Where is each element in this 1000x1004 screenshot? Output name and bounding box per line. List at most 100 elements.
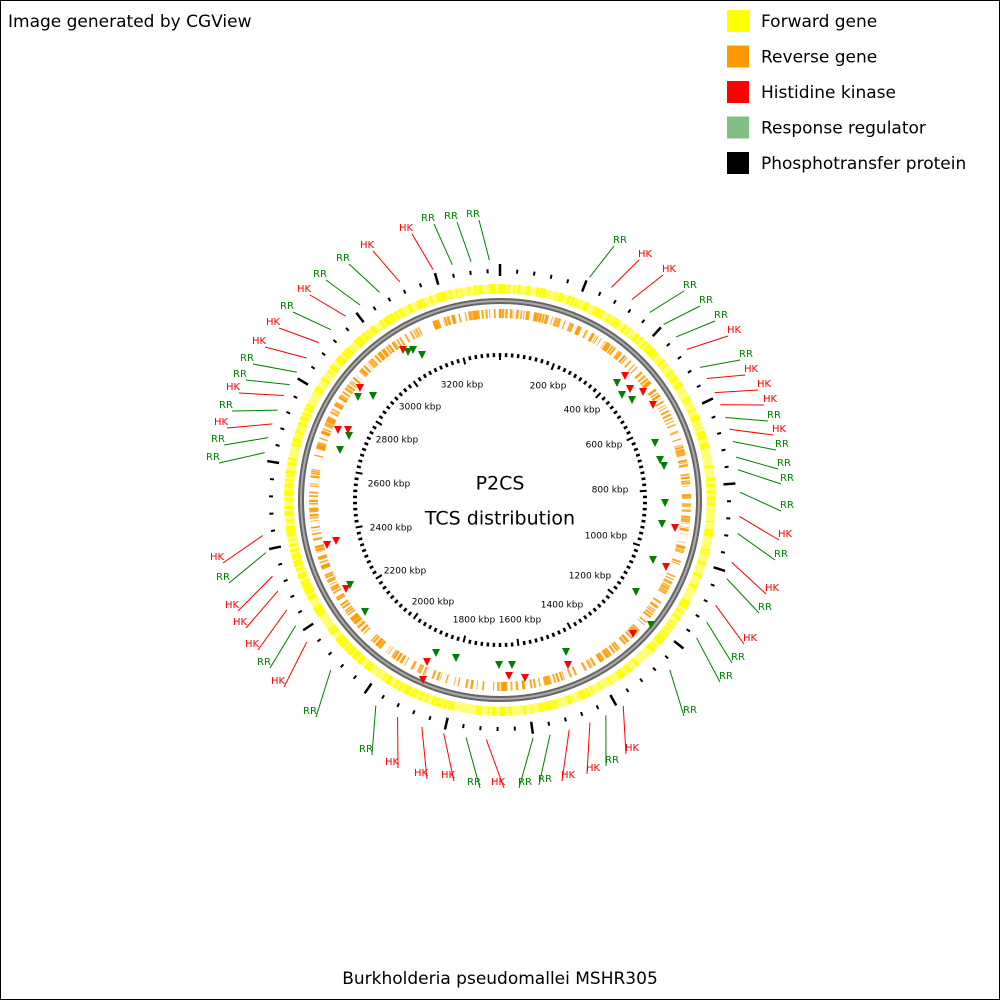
scale-label: 1200 kbp <box>569 572 612 582</box>
forward-gene <box>477 285 478 294</box>
scale-tick <box>558 366 560 370</box>
callout-label: HK <box>757 379 772 390</box>
outer-tick <box>567 279 568 283</box>
callout-label: RR <box>731 652 745 663</box>
callout-label: HK <box>245 639 260 650</box>
scale-tick <box>356 526 363 527</box>
legend-swatch <box>727 81 749 103</box>
outer-tick <box>724 535 728 536</box>
forward-gene <box>284 514 293 515</box>
callout-label: RR <box>518 777 532 788</box>
outer-tick <box>276 445 280 446</box>
outer-tick <box>722 450 726 451</box>
scale-tick <box>547 361 548 365</box>
callout-label: HK <box>662 264 677 275</box>
forward-gene <box>284 512 293 513</box>
scale-tick <box>641 521 645 522</box>
callout-label: RR <box>683 705 697 716</box>
outer-tick <box>548 722 549 726</box>
scale-tick <box>452 361 453 365</box>
scale-tick <box>536 358 537 362</box>
scale-label: 3200 kbp <box>441 381 484 391</box>
legend-swatch <box>727 152 749 174</box>
reverse-gene <box>310 514 319 515</box>
outer-tick <box>413 710 415 714</box>
callout-label: HK <box>214 417 229 428</box>
forward-gene <box>285 520 294 521</box>
callout-label: HK <box>778 529 793 540</box>
forward-gene <box>704 535 713 537</box>
forward-gene <box>546 702 548 711</box>
scale-tick <box>569 371 571 375</box>
callout-label: HK <box>625 743 640 754</box>
scale-tick <box>360 455 364 456</box>
scale-tick <box>564 368 566 372</box>
callout-label: HK <box>743 633 758 644</box>
callout-label: HK <box>763 394 778 405</box>
callout-label: RR <box>683 280 697 291</box>
reverse-gene <box>680 529 689 530</box>
scale-tick <box>632 443 636 445</box>
scale-tick <box>558 631 560 635</box>
scale-tick <box>524 641 525 645</box>
forward-gene <box>480 285 481 294</box>
callout-label: RR <box>739 349 753 360</box>
scale-tick <box>429 371 431 375</box>
scale-tick <box>553 633 554 637</box>
callout-label: RR <box>280 301 294 312</box>
reverse-gene <box>682 510 691 511</box>
scale-tick <box>424 374 426 377</box>
center-subtitle: TCS distribution <box>424 508 575 530</box>
scale-label: 2000 kbp <box>412 598 455 608</box>
reverse-gene <box>681 483 690 484</box>
scale-tick <box>435 368 437 372</box>
outer-tick <box>284 580 288 581</box>
scale-tick <box>541 637 542 641</box>
scale-label: 2800 kbp <box>376 436 419 446</box>
scale-tick <box>373 427 376 429</box>
legend-label: Reverse gene <box>761 48 877 68</box>
reverse-gene <box>310 515 319 516</box>
forward-gene <box>527 286 528 295</box>
scale-tick <box>357 533 361 534</box>
callout-label: RR <box>313 269 327 280</box>
scale-tick <box>446 633 447 637</box>
outer-tick <box>711 584 715 585</box>
scale-tick <box>547 635 548 639</box>
callout-label: HK <box>271 676 286 687</box>
callout-label: HK <box>772 424 787 435</box>
forward-gene <box>537 287 539 296</box>
callout-label: HK <box>765 583 780 594</box>
callout-label: RR <box>257 657 271 668</box>
reverse-gene <box>680 474 689 475</box>
reverse-gene <box>511 682 512 691</box>
callout-label: HK <box>210 552 225 563</box>
outer-tick <box>717 433 721 434</box>
callout-label: RR <box>777 458 791 469</box>
scale-tick <box>367 437 371 439</box>
scale-tick <box>475 641 476 645</box>
footer-caption: Burkholderia pseudomallei MSHR305 <box>342 969 658 989</box>
outer-tick <box>280 428 284 429</box>
callout-label: HK <box>638 249 653 260</box>
scale-label: 1600 kbp <box>499 616 542 626</box>
scale-label: 1800 kbp <box>453 616 496 626</box>
reverse-gene <box>310 517 319 518</box>
forward-gene <box>704 466 713 467</box>
scale-label: 1000 kbp <box>585 532 628 542</box>
scale-tick <box>530 640 531 644</box>
scale-tick <box>429 625 431 629</box>
scale-tick <box>362 550 366 551</box>
callout-label: HK <box>226 382 241 393</box>
scale-label: 600 kbp <box>586 441 623 451</box>
scale-tick <box>356 472 363 473</box>
outer-tick <box>565 718 566 722</box>
callout-label: RR <box>613 235 627 246</box>
header-title: Image generated by CGView <box>8 12 252 32</box>
scale-tick <box>639 466 643 467</box>
scale-tick <box>446 363 447 367</box>
callout-label: HK <box>561 770 576 781</box>
scale-tick <box>440 366 442 370</box>
